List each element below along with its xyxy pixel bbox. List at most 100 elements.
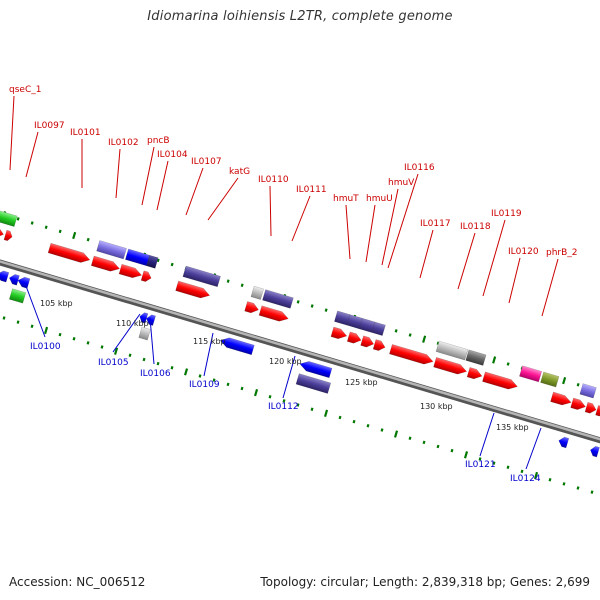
major-tick (72, 231, 77, 240)
minor-tick (436, 444, 440, 449)
gene-arrow (299, 361, 333, 379)
forward-label-leader (508, 257, 521, 304)
outer-tick-row (2, 211, 594, 391)
scale-label: 125 kbp (345, 378, 378, 387)
gene-arrow (570, 397, 586, 410)
gene-arrow (118, 263, 143, 279)
minor-tick (86, 341, 90, 345)
reverse-label-leader (112, 313, 141, 353)
reverse-gene-label: IL0112 (268, 402, 299, 412)
gene-arrow (3, 229, 13, 242)
gene-arrow (140, 270, 152, 282)
minor-tick (310, 304, 314, 308)
gene-arrow (482, 371, 518, 390)
major-tick (183, 368, 189, 376)
reverse-gene-label: IL0100 (30, 342, 61, 352)
minor-tick (338, 415, 342, 420)
gene-arrow (389, 344, 434, 365)
major-tick (422, 335, 427, 343)
forward-label-leader (419, 229, 434, 279)
minor-tick (380, 428, 384, 432)
major-tick (562, 376, 567, 385)
minor-tick (492, 461, 496, 465)
forward-gene-label: IL0102 (108, 138, 139, 148)
gene-box (519, 365, 543, 383)
gene-arrow (466, 367, 483, 380)
minor-tick (324, 308, 328, 312)
minor-tick (156, 361, 160, 366)
major-tick (393, 430, 399, 438)
gene-box (435, 340, 469, 361)
gene-box (96, 240, 127, 260)
reverse-label-leader (25, 285, 46, 338)
minor-tick (268, 395, 272, 399)
minor-tick (576, 383, 580, 387)
gene-box (182, 265, 221, 288)
reverse-label-leader (203, 332, 214, 377)
minor-tick (450, 448, 454, 453)
gene-labels: 105 kbp 110 kbp 115 kbp 120 kbp 125 kbp 130 k… (9, 85, 578, 484)
minor-tick (352, 419, 356, 424)
reverse-label-leader (282, 355, 296, 399)
minor-tick (16, 320, 20, 324)
forward-label-leader (345, 204, 351, 260)
forward-gene-label: IL0116 (404, 163, 435, 173)
forward-gene-label: IL0097 (34, 121, 65, 131)
minor-tick (170, 262, 174, 267)
scale-label: 115 kbp (193, 337, 226, 346)
scale-label: 130 kbp (420, 402, 453, 411)
forward-gene-label: katG (229, 167, 250, 177)
gene-box (0, 209, 18, 227)
major-tick (44, 326, 49, 335)
minor-tick (422, 440, 426, 445)
forward-label-leader (269, 185, 272, 237)
gene-arrow (558, 436, 570, 449)
inner-tick-row (2, 316, 594, 494)
gene-arrow (0, 225, 4, 238)
minor-tick (562, 482, 566, 486)
gene-arrow (433, 357, 468, 375)
gene-arrow (219, 337, 255, 356)
major-tick (492, 356, 497, 364)
genome-backbone-highlight (0, 240, 600, 465)
forward-label-leader (141, 146, 155, 206)
minor-tick (30, 324, 34, 329)
scale-label: 135 kbp (496, 423, 529, 432)
forward-gene-label: phrB_2 (546, 248, 578, 258)
minor-tick (548, 477, 552, 482)
genome-summary: Topology: circular; Length: 2,839,318 bp… (260, 575, 590, 589)
genome-track (0, 209, 600, 494)
forward-gene-label: qseC_1 (9, 85, 41, 95)
minor-tick (30, 221, 34, 225)
forward-label-leader (541, 258, 559, 317)
forward-gene-label: IL0110 (258, 175, 289, 185)
reverse-label-leader (525, 427, 542, 470)
forward-gene-label: IL0117 (420, 219, 451, 229)
minor-tick (44, 225, 48, 229)
gene-box (465, 349, 487, 366)
forward-label-leader (25, 131, 39, 178)
major-tick (463, 451, 469, 459)
gene-arrow (346, 331, 362, 344)
label-leaders (9, 95, 559, 470)
gene-arrow (17, 276, 31, 289)
minor-tick (506, 362, 510, 366)
scale-label: 110 kbp (116, 319, 149, 328)
gene-box (579, 383, 597, 399)
minor-tick (296, 300, 300, 304)
reverse-label-leader (149, 317, 155, 365)
gene-box (138, 326, 151, 341)
minor-tick (478, 457, 482, 461)
gene-arrow (0, 270, 10, 283)
minor-tick (226, 382, 230, 387)
gene-arrow (372, 339, 386, 351)
major-tick (323, 409, 329, 418)
forward-label-leader (482, 219, 506, 297)
gene-arrow (47, 242, 91, 263)
minor-tick (506, 465, 510, 470)
minor-tick (2, 316, 6, 320)
gene-arrow (550, 391, 572, 406)
forward-gene-label: IL0120 (508, 247, 539, 257)
minor-tick (366, 424, 370, 428)
